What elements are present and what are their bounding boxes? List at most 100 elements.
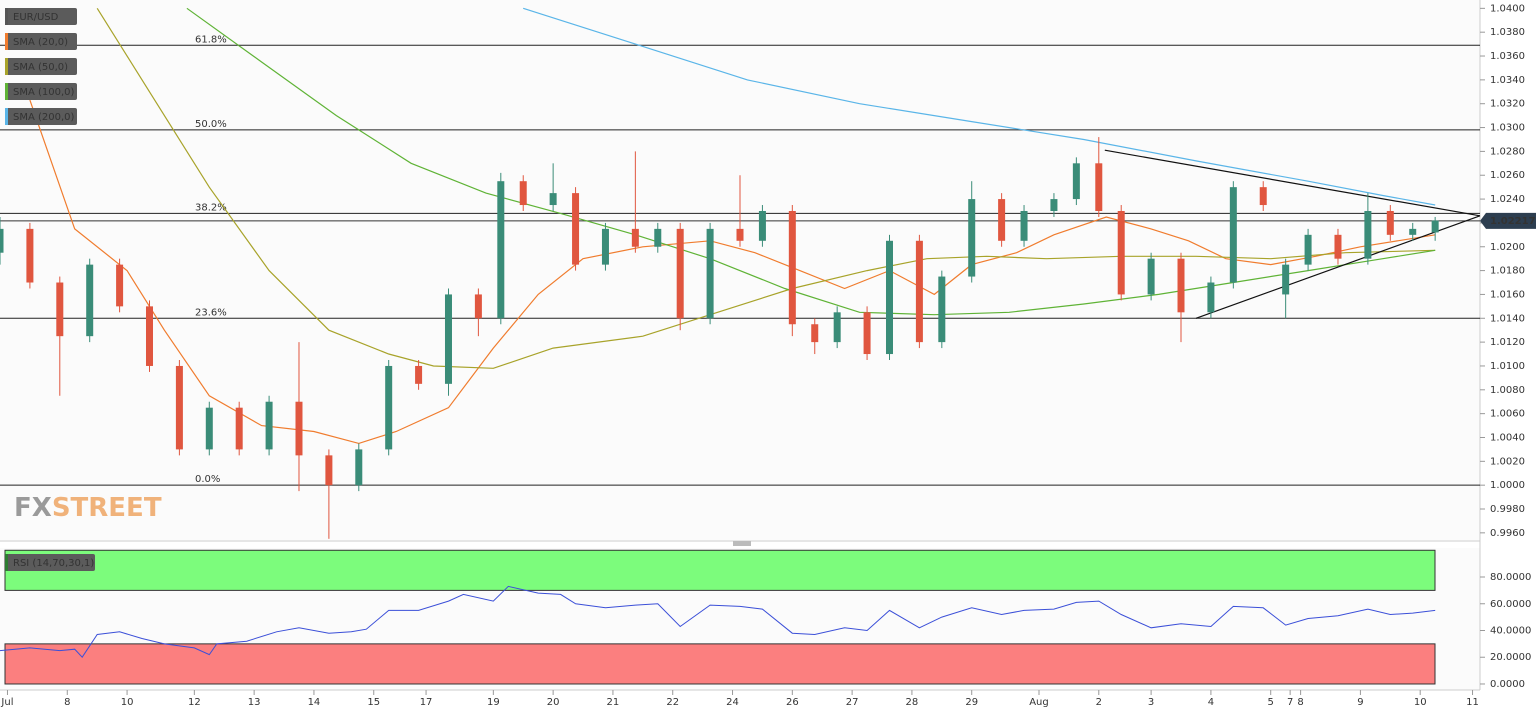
- candle-body: [885, 240, 893, 355]
- candle-body: [295, 401, 303, 456]
- x-tick-label: 8: [1297, 697, 1303, 708]
- trendline: [1195, 215, 1481, 319]
- candle-body: [758, 210, 766, 241]
- legend-swatch: [5, 83, 8, 100]
- candle-body: [736, 228, 744, 241]
- last-price-label: 1.02217: [1490, 216, 1536, 227]
- candle-body: [116, 264, 124, 307]
- candle-body: [1207, 282, 1215, 313]
- candle-body: [145, 306, 153, 366]
- x-tick-label: 17: [420, 697, 433, 708]
- y-tick-label: 1.0320: [1490, 99, 1525, 110]
- y-tick-label: 40.0000: [1490, 625, 1531, 636]
- legend-label: EUR/USD: [13, 12, 59, 23]
- x-tick-label: 29: [965, 697, 978, 708]
- x-tick-label: 13: [248, 697, 261, 708]
- candle-body: [706, 228, 714, 319]
- x-tick-label: Aug: [1029, 697, 1049, 708]
- y-tick-label: 1.0040: [1490, 432, 1525, 443]
- y-tick-label: 0.9980: [1490, 504, 1525, 515]
- legend-box: [5, 33, 77, 50]
- candle-body: [235, 407, 243, 450]
- legend-swatch: [5, 58, 8, 75]
- candle-body: [549, 193, 557, 206]
- x-tick-label: 26: [786, 697, 799, 708]
- x-tick-label: 8: [64, 697, 70, 708]
- y-tick-label: 1.0280: [1490, 146, 1525, 157]
- x-tick-label: 24: [726, 697, 739, 708]
- x-tick-label: 9: [1357, 697, 1363, 708]
- candle-body: [676, 228, 684, 319]
- x-tick-label: 22: [666, 697, 679, 708]
- sma-line: [523, 7, 1436, 206]
- x-tick-label: 15: [367, 697, 380, 708]
- y-tick-label: 1.0080: [1490, 385, 1525, 396]
- y-tick-label: 1.0260: [1490, 170, 1525, 181]
- legend-box: [5, 554, 95, 571]
- y-tick-label: 0.0000: [1490, 679, 1525, 690]
- candle-body: [654, 228, 662, 247]
- x-tick-label: 21: [607, 697, 620, 708]
- candle-body: [915, 240, 923, 343]
- candle-body: [205, 407, 213, 450]
- y-tick-label: 1.0020: [1490, 456, 1525, 467]
- candle-body: [497, 181, 505, 319]
- y-tick-label: 1.0160: [1490, 289, 1525, 300]
- sma-line: [96, 7, 1436, 369]
- y-tick-label: 20.0000: [1490, 652, 1531, 663]
- candle-body: [519, 181, 527, 206]
- candle-body: [811, 324, 819, 343]
- legend-label: SMA (100,0): [13, 87, 75, 98]
- legend-box: [5, 108, 77, 125]
- candle-body: [325, 455, 333, 486]
- oversold-zone: [4, 643, 1436, 685]
- candle-body: [601, 228, 609, 265]
- x-tick-label: 11: [1466, 697, 1479, 708]
- legend-swatch: [5, 108, 8, 125]
- candle-body: [863, 312, 871, 355]
- y-tick-label: 1.0380: [1490, 27, 1525, 38]
- candle-body: [998, 199, 1006, 241]
- candle-body: [444, 294, 452, 384]
- candle-body: [833, 312, 841, 343]
- candle-body: [1364, 210, 1372, 259]
- legend-swatch: [5, 33, 8, 50]
- legend-swatch: [5, 554, 8, 571]
- watermark-fx: FX: [14, 493, 52, 523]
- y-tick-label: 1.0200: [1490, 242, 1525, 253]
- fib-label: 38.2%: [195, 202, 227, 213]
- y-tick-label: 1.0000: [1490, 480, 1525, 491]
- candle-body: [355, 449, 363, 486]
- candle-body: [1431, 220, 1439, 233]
- candle-body: [1229, 187, 1237, 283]
- y-tick-label: 1.0120: [1490, 337, 1525, 348]
- sma-line: [186, 7, 1436, 316]
- last-price-tag: [1480, 212, 1536, 229]
- candle-body: [474, 294, 482, 319]
- candle-body: [1147, 258, 1155, 295]
- candle-body: [788, 210, 796, 325]
- y-tick-label: 60.0000: [1490, 599, 1531, 610]
- x-tick-label: 4: [1208, 697, 1214, 708]
- fib-label: 61.8%: [195, 34, 227, 45]
- watermark: FXSTREET: [14, 493, 162, 523]
- y-tick-label: 1.0240: [1490, 194, 1525, 205]
- candle-body: [1409, 228, 1417, 235]
- y-tick-label: 1.0140: [1490, 313, 1525, 324]
- x-tick-label: 14: [308, 697, 321, 708]
- candle-body: [1072, 163, 1080, 200]
- x-tick-label: 20: [547, 697, 560, 708]
- candle-body: [1282, 264, 1290, 295]
- sma-line: [29, 99, 1436, 445]
- x-tick-label: Jul: [0, 697, 13, 708]
- y-tick-label: 1.0060: [1490, 409, 1525, 420]
- x-tick-label: 3: [1148, 697, 1154, 708]
- candle-body: [265, 401, 273, 450]
- y-tick-label: 1.0180: [1490, 266, 1525, 277]
- legend-box: [5, 83, 77, 100]
- trendline: [1104, 149, 1481, 217]
- x-tick-label: 10: [121, 697, 134, 708]
- y-tick-label: 0.9960: [1490, 528, 1525, 539]
- pane-handle[interactable]: [733, 541, 751, 546]
